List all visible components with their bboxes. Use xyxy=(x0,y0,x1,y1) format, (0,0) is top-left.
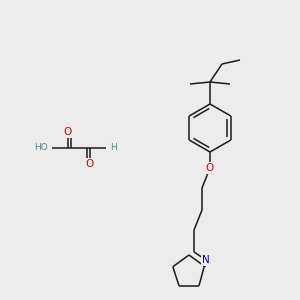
Text: O: O xyxy=(206,163,214,173)
Text: O: O xyxy=(64,127,72,137)
Text: O: O xyxy=(86,159,94,169)
Text: N: N xyxy=(202,255,210,265)
Text: HO: HO xyxy=(34,143,48,152)
Text: H: H xyxy=(110,143,117,152)
